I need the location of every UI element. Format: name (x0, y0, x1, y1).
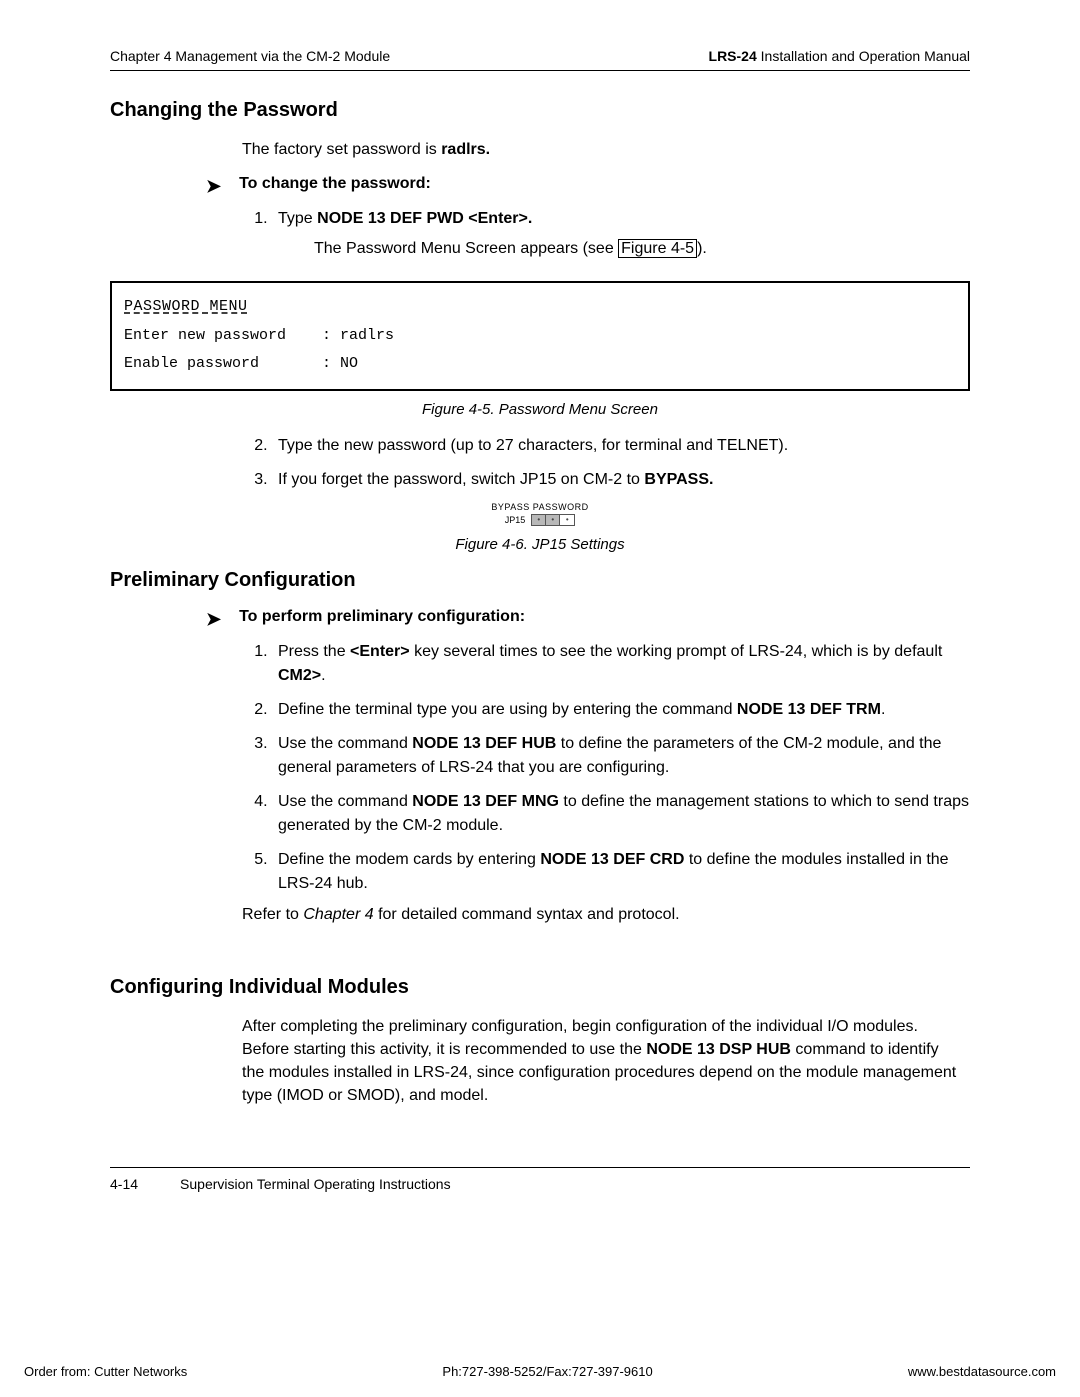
figure-4-6-caption: Figure 4-6. JP15 Settings (110, 536, 970, 553)
step-3: If you forget the password, switch JP15 … (272, 468, 970, 492)
section-title-changing-password: Changing the Password (110, 99, 970, 122)
page-footer: 4-14 Supervision Terminal Operating Inst… (110, 1167, 970, 1192)
steps-list-1-cont: Type the new password (up to 27 characte… (242, 434, 970, 492)
intro-pre: The factory set password is (242, 141, 441, 158)
s2s5-b: NODE 13 DEF CRD (540, 851, 684, 868)
s2s3-pre: Use the command (278, 735, 412, 752)
step1-sub-pre: The Password Menu Screen appears (see (314, 240, 618, 257)
figure-link-4-5[interactable]: Figure 4-5 (618, 239, 697, 258)
s2s5-pre: Define the modem cards by entering (278, 851, 540, 868)
jumper-pin-2: • (546, 515, 560, 525)
s2s1-pre: Press the (278, 643, 350, 660)
procedure-row-2: ➤ To perform preliminary configuration: (206, 608, 970, 630)
jumper-box-icon: • • • (531, 514, 575, 526)
s2s2-pre: Define the terminal type you are using b… (278, 701, 737, 718)
bottom-center: Ph:727-398-5252/Fax:727-397-9610 (442, 1364, 652, 1379)
step1-bold: NODE 13 DEF PWD <Enter>. (317, 210, 532, 227)
procedure-label: To change the password: (239, 175, 431, 193)
section-title-preliminary-config: Preliminary Configuration (110, 569, 970, 592)
steps-list-2: Press the <Enter> key several times to s… (242, 640, 970, 896)
jumper-top-label: BYPASS PASSWORD (460, 502, 620, 512)
s2s1-b1: <Enter> (350, 643, 410, 660)
password-menu-title: PASSWORD MENU (124, 293, 956, 322)
s2s2-post: . (881, 701, 885, 718)
refer-post: for detailed command syntax and protocol… (374, 906, 680, 923)
refer-chapter: Chapter 4 (303, 906, 373, 923)
page-number: 4-14 (110, 1176, 138, 1192)
s2s1-post: . (321, 667, 325, 684)
intro-bold: radlrs. (441, 141, 490, 158)
sec2-step-5: Define the modem cards by entering NODE … (272, 848, 970, 896)
s2s4-pre: Use the command (278, 793, 412, 810)
sec3-body: After completing the preliminary configu… (242, 1015, 960, 1108)
password-menu-title-text: PASSWORD MENU (124, 298, 248, 315)
step-2: Type the new password (up to 27 characte… (272, 434, 970, 458)
s2s2-b: NODE 13 DEF TRM (737, 701, 881, 718)
jp15-label: JP15 (505, 515, 526, 525)
sec2-step-1: Press the <Enter> key several times to s… (272, 640, 970, 688)
sec2-step-2: Define the terminal type you are using b… (272, 698, 970, 722)
sec3-p-b: NODE 13 DSP HUB (646, 1041, 791, 1058)
header-left: Chapter 4 Management via the CM-2 Module (110, 48, 390, 64)
step1-substep: The Password Menu Screen appears (see Fi… (314, 237, 970, 261)
s2s4-b: NODE 13 DEF MNG (412, 793, 559, 810)
step1-pre: Type (278, 210, 317, 227)
jumper-row: JP15 • • • (460, 514, 620, 526)
procedure-arrow-icon-2: ➤ (206, 609, 221, 630)
steps-list-1: Type NODE 13 DEF PWD <Enter>. The Passwo… (242, 207, 970, 261)
step3-bold: BYPASS. (644, 471, 713, 488)
header-right: LRS-24 Installation and Operation Manual (709, 48, 970, 64)
intro-paragraph: The factory set password is radlrs. (242, 138, 960, 161)
bottom-left: Order from: Cutter Networks (24, 1364, 187, 1379)
jumper-pin-3: • (560, 515, 574, 525)
page: Chapter 4 Management via the CM-2 Module… (0, 0, 1080, 1192)
section-title-configuring-modules: Configuring Individual Modules (110, 976, 970, 999)
jumper-pin-1: • (532, 515, 546, 525)
sec2-step-3: Use the command NODE 13 DEF HUB to defin… (272, 732, 970, 780)
header-right-bold: LRS-24 (709, 48, 757, 64)
refer-paragraph: Refer to Chapter 4 for detailed command … (242, 906, 970, 924)
refer-pre: Refer to (242, 906, 303, 923)
bottom-bar: Order from: Cutter Networks Ph:727-398-5… (0, 1364, 1080, 1379)
jumper-figure: BYPASS PASSWORD JP15 • • • (460, 502, 620, 526)
step1-sub-post: ). (697, 240, 707, 257)
footer-title: Supervision Terminal Operating Instructi… (180, 1176, 451, 1192)
s2s1-mid: key several times to see the working pro… (410, 643, 943, 660)
bottom-right: www.bestdatasource.com (908, 1364, 1056, 1379)
procedure-arrow-icon: ➤ (206, 176, 221, 197)
password-menu-box: PASSWORD MENU Enter new password : radlr… (110, 281, 970, 391)
figure-4-5-caption: Figure 4-5. Password Menu Screen (110, 401, 970, 418)
step3-pre: If you forget the password, switch JP15 … (278, 471, 644, 488)
password-row-1: Enter new password : radlrs (124, 322, 956, 351)
procedure-row-1: ➤ To change the password: (206, 175, 970, 197)
sec2-step-4: Use the command NODE 13 DEF MNG to defin… (272, 790, 970, 838)
header-right-rest: Installation and Operation Manual (757, 48, 970, 64)
s2s3-b: NODE 13 DEF HUB (412, 735, 556, 752)
page-header: Chapter 4 Management via the CM-2 Module… (110, 48, 970, 71)
step-1: Type NODE 13 DEF PWD <Enter>. The Passwo… (272, 207, 970, 261)
procedure-label-2: To perform preliminary configuration: (239, 608, 525, 626)
password-row-2: Enable password : NO (124, 350, 956, 379)
s2s1-b2: CM2> (278, 667, 321, 684)
